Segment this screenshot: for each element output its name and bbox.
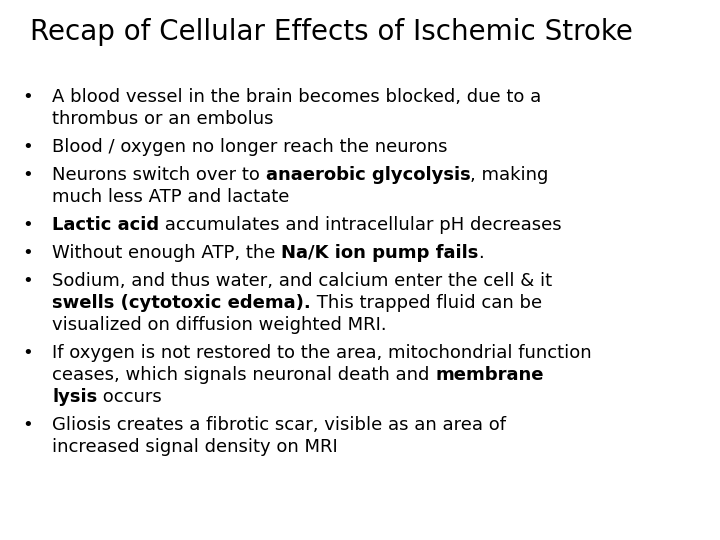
Text: •: • [22,216,32,234]
Text: Without enough ATP, the: Without enough ATP, the [52,244,281,262]
Text: membrane: membrane [435,366,544,384]
Text: Blood / oxygen no longer reach the neurons: Blood / oxygen no longer reach the neuro… [52,138,448,156]
Text: anaerobic glycolysis: anaerobic glycolysis [266,166,470,184]
Text: •: • [22,416,32,434]
Text: •: • [22,272,32,290]
Text: Sodium, and thus water, and calcium enter the cell & it: Sodium, and thus water, and calcium ente… [52,272,552,290]
Text: much less ATP and lactate: much less ATP and lactate [52,188,289,206]
Text: Neurons switch over to: Neurons switch over to [52,166,266,184]
Text: Gliosis creates a fibrotic scar, visible as an area of: Gliosis creates a fibrotic scar, visible… [52,416,506,434]
Text: •: • [22,344,32,362]
Text: lysis: lysis [52,388,97,406]
Text: occurs: occurs [97,388,162,406]
Text: •: • [22,244,32,262]
Text: This trapped fluid can be: This trapped fluid can be [311,294,542,312]
Text: ceases, which signals neuronal death and: ceases, which signals neuronal death and [52,366,435,384]
Text: swells (cytotoxic edema).: swells (cytotoxic edema). [52,294,311,312]
Text: If oxygen is not restored to the area, mitochondrial function: If oxygen is not restored to the area, m… [52,344,592,362]
Text: increased signal density on MRI: increased signal density on MRI [52,438,338,456]
Text: visualized on diffusion weighted MRI.: visualized on diffusion weighted MRI. [52,316,387,334]
Text: , making: , making [470,166,549,184]
Text: accumulates and intracellular pH decreases: accumulates and intracellular pH decreas… [159,216,562,234]
Text: A blood vessel in the brain becomes blocked, due to a: A blood vessel in the brain becomes bloc… [52,88,541,106]
Text: Lactic acid: Lactic acid [52,216,159,234]
Text: thrombus or an embolus: thrombus or an embolus [52,110,274,128]
Text: •: • [22,166,32,184]
Text: •: • [22,138,32,156]
Text: Na/K ion pump fails: Na/K ion pump fails [281,244,479,262]
Text: •: • [22,88,32,106]
Text: .: . [479,244,485,262]
Text: Recap of Cellular Effects of Ischemic Stroke: Recap of Cellular Effects of Ischemic St… [30,18,633,46]
